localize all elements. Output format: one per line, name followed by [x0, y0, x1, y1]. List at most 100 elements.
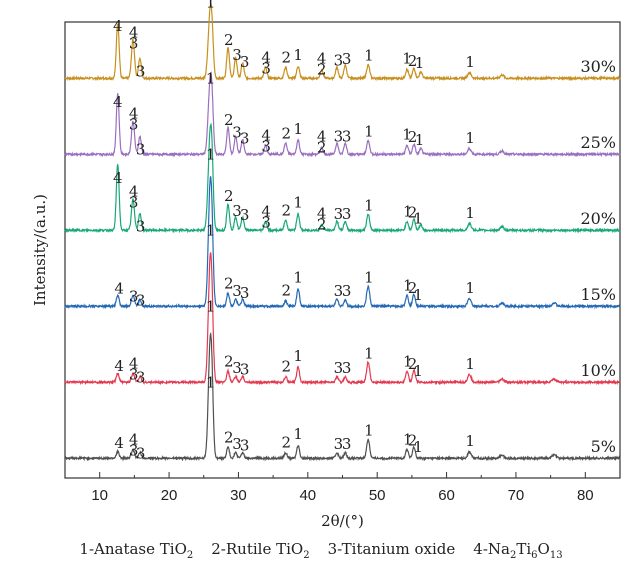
- peak-label: 3: [240, 284, 250, 302]
- peak-label: 3: [232, 46, 242, 64]
- peak-label: 1: [415, 54, 425, 72]
- peak-label: 4: [129, 104, 139, 122]
- peak-label: 4: [113, 17, 123, 35]
- peak-label: 1: [403, 430, 413, 448]
- peak-label: 2: [224, 111, 234, 129]
- peak-label: 1: [364, 122, 374, 140]
- series-label: 30%: [580, 57, 616, 76]
- peak-label: 3: [232, 359, 242, 377]
- trace-10pct: [64, 252, 621, 386]
- peak-label: 2: [282, 201, 292, 219]
- x-tick-label: 80: [577, 487, 594, 504]
- peak-label: 2: [408, 432, 418, 450]
- peak-label: 1: [293, 120, 303, 138]
- peak-label: 1: [413, 362, 423, 380]
- peak-label: 3: [240, 53, 250, 71]
- peak-label: 2: [282, 125, 292, 143]
- series-label-layer: 30% 25% 20% 15% 10% 5%: [580, 57, 616, 456]
- peak-label: 1: [413, 286, 423, 304]
- peak-label: 4: [114, 357, 124, 375]
- peak-label: 3: [129, 193, 139, 211]
- x-tick-label: 70: [508, 487, 525, 504]
- peak-label: 2: [224, 31, 234, 49]
- peak-label: 3: [342, 50, 352, 68]
- peak-label: 1: [465, 279, 475, 297]
- series-label: 25%: [580, 133, 616, 152]
- peak-label: 4: [129, 23, 139, 41]
- peak-label: 2: [224, 429, 234, 447]
- trace-25pct: [64, 71, 621, 158]
- legend-entry: 3-Titanium oxide: [327, 540, 456, 558]
- peak-label: 3: [232, 282, 242, 300]
- y-axis-title: Intensity/(a.u.): [31, 194, 49, 306]
- peak-label: 3: [334, 52, 344, 70]
- chart-legend: 1-Anatase TiO2 2-Rutile TiO2 3-Titanium ox…: [0, 540, 642, 561]
- peak-label: 1: [364, 46, 374, 64]
- x-tick-label: 60: [438, 487, 455, 504]
- series-layer: [64, 1, 621, 462]
- peak-label: 1: [465, 204, 475, 222]
- peak-label: 4: [114, 434, 124, 452]
- peak-label: 1: [413, 209, 423, 227]
- peak-label: 1: [293, 269, 303, 287]
- peak-label: 4: [261, 202, 271, 220]
- peak-label: 4: [113, 93, 123, 111]
- legend-entry: 4-Na2Ti6O13: [473, 540, 563, 561]
- peak-label: 3: [342, 282, 352, 300]
- series-label: 20%: [580, 209, 616, 228]
- peak-label: 1: [293, 425, 303, 443]
- x-tick-label: 40: [299, 487, 316, 504]
- peak-label: 1: [403, 353, 413, 371]
- peak-label: 2: [317, 216, 327, 234]
- x-tick-label: 10: [91, 487, 108, 504]
- peak-label: 1: [364, 268, 374, 286]
- series-label: 5%: [591, 437, 616, 456]
- peak-label: 3: [334, 282, 344, 300]
- peak-label: 3: [240, 130, 250, 148]
- peak-label: 4: [317, 205, 327, 223]
- plot-frame: [64, 21, 621, 479]
- peak-label: 1: [206, 146, 216, 164]
- peak-label: 1: [403, 277, 413, 295]
- series-label: 15%: [580, 285, 616, 304]
- peak-label: 3: [240, 436, 250, 454]
- x-tick-label: 50: [369, 487, 386, 504]
- peak-label: 3: [334, 359, 344, 377]
- peak-label: 3: [240, 360, 250, 378]
- peak-label: 1: [206, 222, 216, 240]
- peak-label: 1: [364, 344, 374, 362]
- peak-label: 3: [342, 359, 352, 377]
- peak-label: 2: [408, 204, 418, 222]
- peak-label: 3: [232, 435, 242, 453]
- peak-label: 1: [402, 125, 412, 143]
- peak-label: 2: [224, 187, 234, 205]
- peak-label: 1: [364, 196, 374, 214]
- peak-label: 4: [129, 354, 139, 372]
- peak-label: 1: [293, 347, 303, 365]
- peak-label: 4: [317, 49, 327, 67]
- peak-label: 3: [232, 124, 242, 142]
- trace-20pct: [64, 122, 621, 234]
- peak-label: 2: [317, 60, 327, 78]
- peak-label: 3: [136, 368, 146, 386]
- peak-label: 3: [129, 115, 139, 133]
- peak-label: 2: [282, 357, 292, 375]
- peak-label: 1: [293, 194, 303, 212]
- peak-label: 2: [282, 281, 292, 299]
- x-tick-label: 30: [230, 487, 247, 504]
- peak-label: 3: [129, 287, 139, 305]
- peak-label: 2: [408, 355, 418, 373]
- peak-label: 2: [282, 49, 292, 67]
- peak-label: 1: [465, 355, 475, 373]
- peak-label: 3: [136, 291, 146, 309]
- peak-label: 2: [408, 52, 418, 70]
- peak-label: 1: [403, 202, 413, 220]
- peak-label: 3: [129, 34, 139, 52]
- peak-label: 3: [136, 444, 146, 462]
- peak-label: 1: [206, 374, 216, 392]
- trace-30pct: [64, 1, 621, 82]
- trace-5pct: [64, 331, 621, 462]
- peak-label: 3: [342, 205, 352, 223]
